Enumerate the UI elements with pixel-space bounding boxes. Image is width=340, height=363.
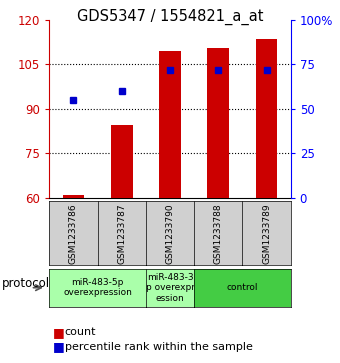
- Text: ■: ■: [53, 340, 65, 353]
- Text: percentile rank within the sample: percentile rank within the sample: [65, 342, 253, 352]
- Text: control: control: [227, 283, 258, 292]
- Text: GSM1233788: GSM1233788: [214, 203, 223, 264]
- Text: GSM1233786: GSM1233786: [69, 203, 78, 264]
- Bar: [256, 39, 277, 198]
- Text: GDS5347 / 1554821_a_at: GDS5347 / 1554821_a_at: [77, 9, 263, 25]
- Bar: [63, 195, 84, 198]
- Text: protocol: protocol: [2, 277, 50, 290]
- Text: count: count: [65, 327, 96, 337]
- Text: GSM1233789: GSM1233789: [262, 203, 271, 264]
- Text: GSM1233790: GSM1233790: [166, 203, 174, 264]
- Bar: [207, 48, 229, 198]
- Bar: [159, 51, 181, 198]
- Text: ■: ■: [53, 326, 65, 339]
- Bar: [111, 125, 133, 198]
- Text: miR-483-3
p overexpr
ession: miR-483-3 p overexpr ession: [146, 273, 194, 303]
- Text: GSM1233787: GSM1233787: [117, 203, 126, 264]
- Text: miR-483-5p
overexpression: miR-483-5p overexpression: [63, 278, 132, 297]
